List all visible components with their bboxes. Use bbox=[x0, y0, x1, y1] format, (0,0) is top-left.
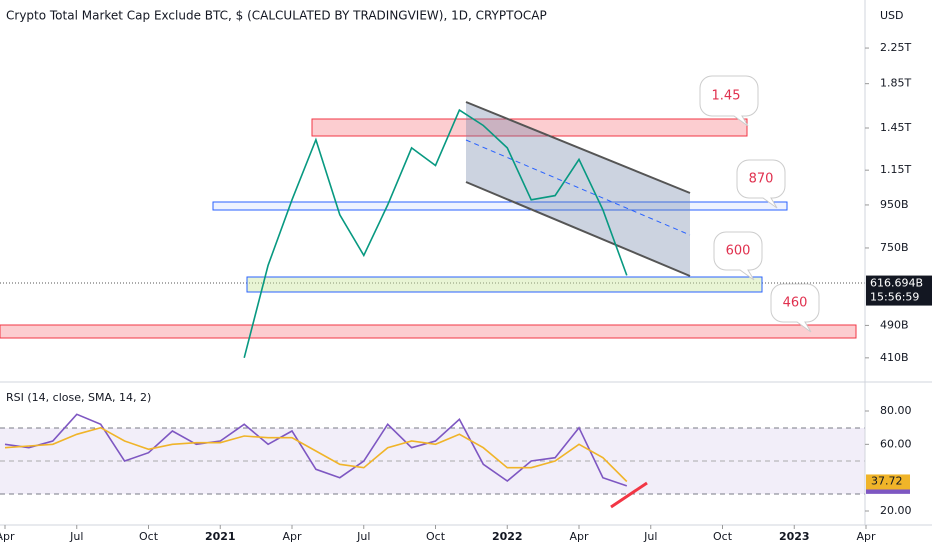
x-tick-label: Jul bbox=[69, 530, 83, 543]
callout-bubble bbox=[713, 231, 763, 281]
y-tick-label: 490B bbox=[880, 318, 909, 331]
series-line bbox=[243, 108, 628, 359]
callout-bubble bbox=[770, 283, 820, 333]
y-tick-label: 80.00 bbox=[880, 404, 912, 417]
chart-title: Crypto Total Market Cap Exclude BTC, $ (… bbox=[6, 9, 547, 23]
x-tick-label: 2022 bbox=[492, 530, 523, 543]
callout-text: 1.45 bbox=[712, 89, 741, 104]
y-tick-label: 2.25T bbox=[880, 41, 911, 54]
x-tick-label: 2021 bbox=[205, 530, 236, 543]
x-tick-label: Oct bbox=[426, 530, 446, 543]
x-tick-label: Oct bbox=[713, 530, 733, 543]
y-tick-label: 1.15T bbox=[880, 163, 911, 176]
rsi-badge bbox=[866, 474, 910, 490]
x-tick-label: Apr bbox=[569, 530, 589, 543]
callout-bubble bbox=[736, 159, 786, 209]
callout-text: 600 bbox=[726, 244, 751, 259]
x-tick-label: Apr bbox=[856, 530, 876, 543]
rsi-trendline bbox=[610, 481, 648, 509]
channel-top bbox=[465, 101, 691, 194]
x-tick-label: Jul bbox=[356, 530, 370, 543]
y-tick-label: 750B bbox=[880, 241, 909, 254]
level-zone bbox=[212, 201, 788, 211]
channel bbox=[466, 102, 690, 276]
y-tick-label: 1.45T bbox=[880, 121, 911, 134]
x-tick-label: Jul bbox=[643, 530, 657, 543]
channel-bottom bbox=[465, 181, 691, 277]
x-tick-label: Oct bbox=[139, 530, 159, 543]
x-tick-label: Apr bbox=[282, 530, 302, 543]
lower-zone bbox=[0, 324, 857, 339]
countdown-label: 15:56:59 bbox=[870, 291, 919, 304]
series-line bbox=[4, 426, 628, 483]
rsi-badge-label: 37.72 bbox=[871, 474, 903, 487]
x-tick-label: 2023 bbox=[779, 530, 810, 543]
channel-mid bbox=[465, 139, 691, 236]
y-tick-label: 60.00 bbox=[880, 437, 912, 450]
y-tick-label: 1.85T bbox=[880, 77, 911, 90]
callouts: 1.45 870 600 460 bbox=[699, 75, 820, 333]
y-tick-label: 950B bbox=[880, 198, 909, 211]
callout-bubble bbox=[699, 75, 759, 127]
last-price-badge bbox=[866, 275, 932, 306]
callout-text: 870 bbox=[749, 172, 774, 187]
last-price-label: 616.694B bbox=[870, 277, 923, 290]
y-tick-label: 20.00 bbox=[880, 504, 912, 517]
support-zone bbox=[246, 276, 763, 293]
currency-label: USD bbox=[880, 9, 904, 22]
y-tick-label: 410B bbox=[880, 351, 909, 364]
x-tick-label: Apr bbox=[0, 530, 15, 543]
callout-text: 460 bbox=[783, 296, 808, 311]
rsi-title: RSI (14, close, SMA, 14, 2) bbox=[6, 391, 151, 404]
